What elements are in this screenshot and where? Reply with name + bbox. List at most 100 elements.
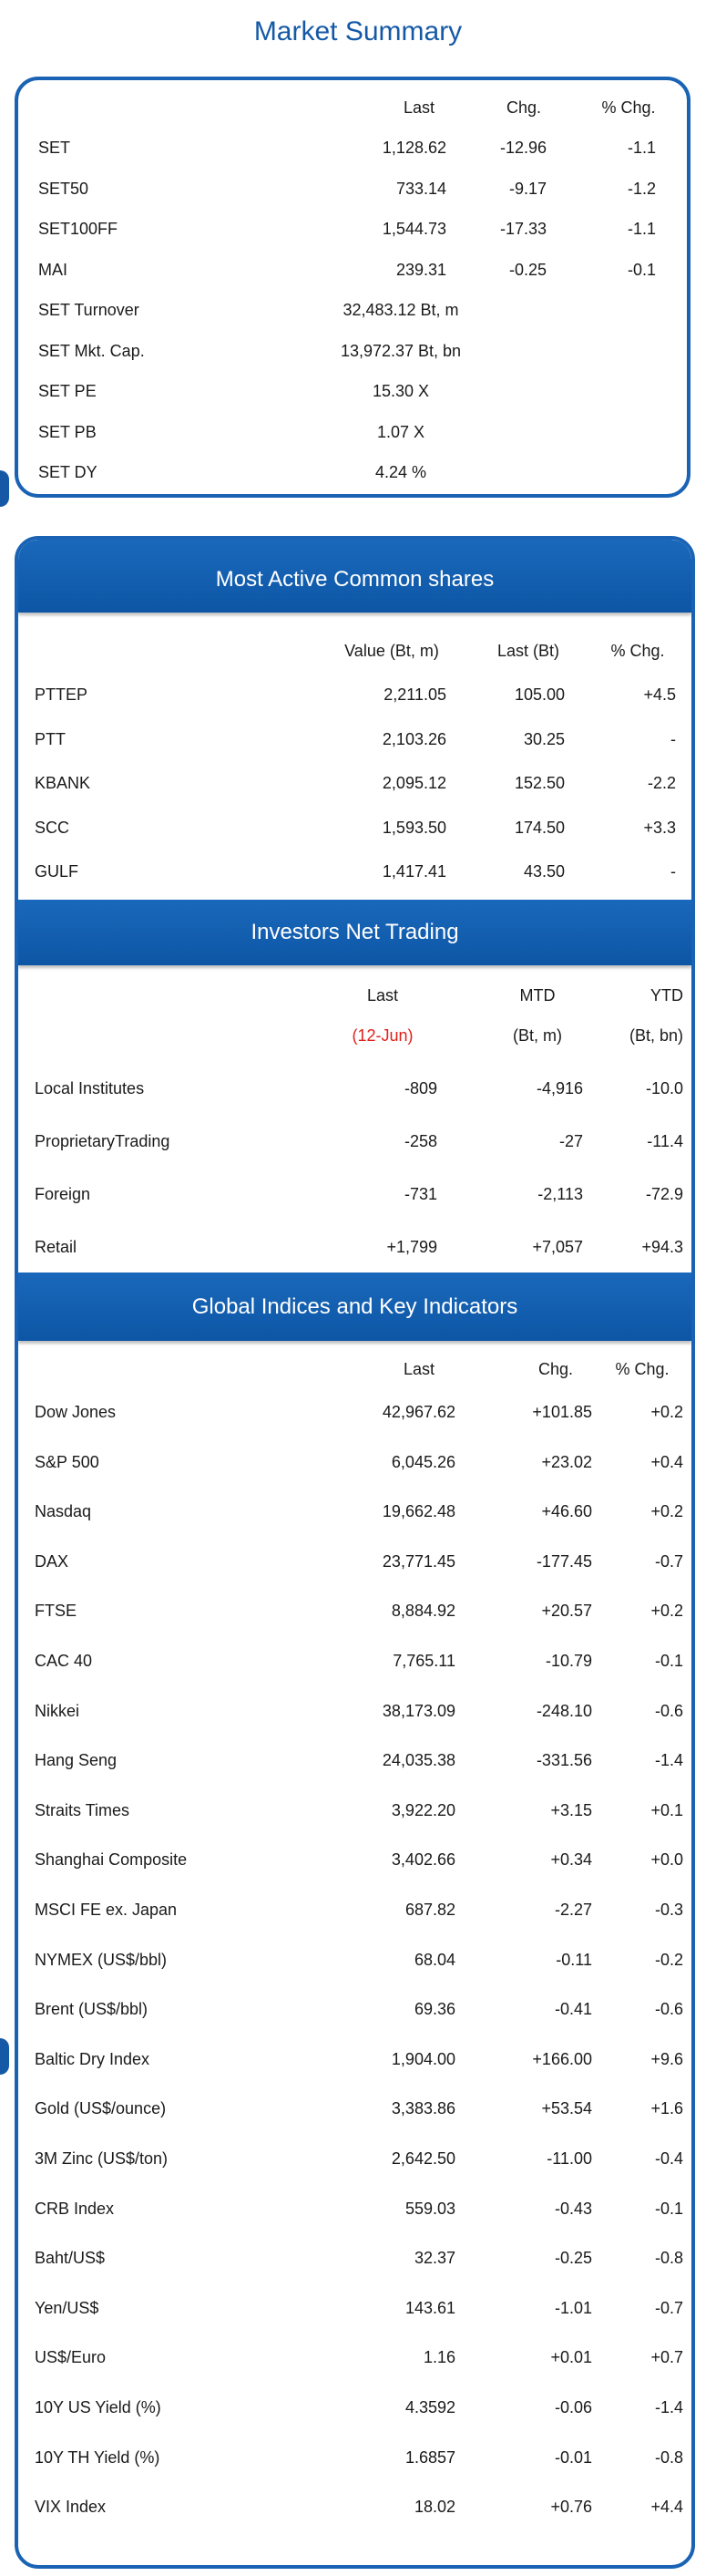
- global-row-pct-chg: +0.2: [650, 1502, 683, 1521]
- summary-row-last: 1,128.62: [382, 139, 446, 157]
- global-row-chg: -0.01: [554, 2447, 592, 2467]
- column-header-ytd: YTD: [650, 986, 683, 1005]
- global-row-last: 559.03: [404, 2199, 455, 2218]
- active-row-value: 2,103.26: [382, 729, 446, 748]
- global-row-name: Dow Jones: [35, 1403, 117, 1421]
- mtd-unit-subheader: (Bt, m): [513, 1026, 562, 1045]
- global-row-chg: -0.06: [554, 2398, 592, 2416]
- global-row-name: Nikkei: [35, 1701, 80, 1720]
- global-row-name: Brent (US$/bbl): [35, 2000, 148, 2019]
- global-row-name: CAC 40: [35, 1652, 93, 1670]
- summary-row-last: 15.30 X: [372, 382, 430, 400]
- global-row-chg: -10.79: [545, 1652, 592, 1670]
- column-header-last-bt: Last (Bt): [496, 642, 560, 660]
- investor-row-last: -258: [404, 1132, 437, 1150]
- global-row-name: Straits Times: [35, 1800, 130, 1819]
- global-row-last: 4.3592: [404, 2398, 455, 2416]
- column-header-last: Last: [366, 986, 399, 1005]
- investors-header: Investors Net Trading: [18, 900, 691, 965]
- active-row-last: 174.50: [514, 818, 565, 837]
- summary-row-name: MAI: [38, 260, 68, 279]
- active-row-value: 2,095.12: [382, 774, 446, 792]
- page-title: Market Summary: [253, 16, 463, 46]
- global-row-pct-chg: -0.2: [654, 1950, 683, 1969]
- active-row-value: 1,593.50: [382, 818, 446, 837]
- active-row-last: 152.50: [514, 774, 565, 792]
- global-row-name: Shanghai Composite: [35, 1850, 188, 1870]
- global-row-pct-chg: +4.4: [650, 2498, 683, 2517]
- investor-row-mtd: -2,113: [537, 1185, 583, 1203]
- summary-row-last: 13,972.37 Bt, bn: [340, 341, 462, 360]
- global-row-name: S&P 500: [35, 1452, 99, 1471]
- global-row-name: Hang Seng: [35, 1751, 118, 1770]
- global-row-pct-chg: +0.4: [650, 1452, 683, 1471]
- active-row-name: PTT: [35, 729, 66, 748]
- global-row-chg: +53.54: [541, 2099, 592, 2118]
- global-row-name: Yen/US$: [35, 2298, 99, 2317]
- summary-row-name: SET PB: [38, 422, 97, 441]
- summary-row-last: 1.07 X: [376, 422, 425, 441]
- global-row-pct-chg: -0.8: [654, 2249, 683, 2268]
- investor-row-name: Retail: [35, 1238, 77, 1256]
- global-row-last: 3,402.66: [391, 1850, 455, 1870]
- global-row-chg: +101.85: [532, 1403, 592, 1421]
- active-row-last: 30.25: [523, 729, 565, 748]
- global-row-name: FTSE: [35, 1602, 77, 1621]
- active-row-name: KBANK: [35, 774, 91, 792]
- global-row-chg: +166.00: [532, 2049, 592, 2068]
- global-row-last: 69.36: [414, 2000, 455, 2019]
- global-row-pct-chg: -1.4: [654, 2398, 683, 2416]
- global-row-chg: -0.11: [556, 1950, 592, 1969]
- global-row-pct-chg: -0.1: [654, 1652, 683, 1670]
- global-row-last: 38,173.09: [382, 1701, 455, 1720]
- investor-row-mtd: -27: [558, 1132, 583, 1150]
- column-header-chg: Chg.: [537, 1360, 574, 1378]
- summary-row-name: SET Mkt. Cap.: [38, 341, 145, 360]
- most-active-header: Most Active Common shares: [18, 540, 691, 613]
- summary-row-chg: -12.96: [499, 139, 547, 157]
- global-row-pct-chg: +9.6: [650, 2049, 683, 2068]
- left-tab-decoration: [0, 470, 9, 507]
- global-row-pct-chg: -0.7: [654, 1551, 683, 1571]
- global-row-name: DAX: [35, 1551, 69, 1571]
- summary-row-name: SET Turnover: [38, 301, 139, 319]
- summary-row-last: 32,483.12 Bt, m: [343, 301, 459, 319]
- global-row-name: Baltic Dry Index: [35, 2049, 150, 2068]
- summary-row-chg: -9.17: [508, 179, 547, 198]
- column-header-last: Last: [403, 1360, 435, 1378]
- global-row-chg: -0.41: [554, 2000, 592, 2019]
- global-row-last: 24,035.38: [382, 1751, 455, 1770]
- summary-row-name: SET PE: [38, 382, 97, 400]
- global-row-pct-chg: +0.7: [650, 2348, 683, 2367]
- investor-row-ytd: +94.3: [641, 1238, 683, 1256]
- global-row-last: 32.37: [414, 2249, 455, 2268]
- global-row-chg: -0.43: [554, 2199, 592, 2218]
- global-row-name: NYMEX (US$/bbl): [35, 1950, 168, 1969]
- active-row-name: PTTEP: [35, 685, 88, 704]
- global-row-name: MSCI FE ex. Japan: [35, 1901, 178, 1919]
- global-row-last: 1,904.00: [391, 2049, 455, 2068]
- summary-row-pct-chg: -1.1: [627, 139, 656, 157]
- active-row-last: 43.50: [523, 862, 565, 881]
- global-row-last: 23,771.45: [382, 1551, 455, 1571]
- global-row-last: 1.16: [423, 2348, 455, 2367]
- global-row-chg: -248.10: [536, 1701, 592, 1720]
- global-row-pct-chg: -0.8: [654, 2447, 683, 2467]
- global-row-name: 10Y US Yield (%): [35, 2398, 161, 2416]
- active-row-name: SCC: [35, 818, 70, 837]
- investor-row-ytd: -11.4: [647, 1132, 683, 1150]
- global-row-pct-chg: -0.4: [654, 2149, 683, 2168]
- global-row-chg: +3.15: [550, 1800, 592, 1819]
- global-row-name: 3M Zinc (US$/ton): [35, 2149, 169, 2168]
- global-row-name: Gold (US$/ounce): [35, 2099, 167, 2118]
- global-row-last: 3,383.86: [391, 2099, 455, 2118]
- global-row-chg: +46.60: [541, 1502, 592, 1521]
- global-row-last: 143.61: [404, 2298, 455, 2317]
- summary-row-pct-chg: -1.2: [627, 179, 656, 198]
- market-summary-panel: Last Chg. % Chg. SET 1,128.62 -12.96 -1.1 SET50…: [15, 77, 690, 498]
- investor-row-last: -731: [404, 1185, 437, 1203]
- summary-row-pct-chg: -1.1: [627, 220, 656, 238]
- column-header-mtd: MTD: [519, 986, 556, 1005]
- column-header-pct-chg: % Chg.: [610, 642, 665, 660]
- active-row-pct-chg: -: [670, 862, 676, 881]
